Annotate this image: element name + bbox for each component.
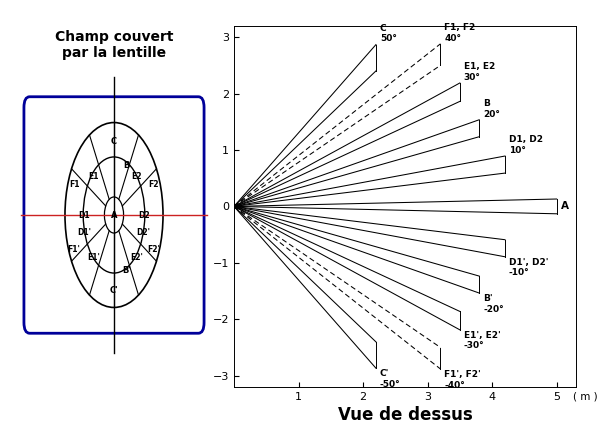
Text: F2: F2	[149, 181, 159, 189]
Text: D2: D2	[138, 211, 149, 219]
Text: B
20°: B 20°	[483, 99, 500, 119]
Polygon shape	[234, 83, 460, 206]
Polygon shape	[234, 206, 376, 368]
Text: A: A	[560, 201, 569, 212]
Text: D2': D2'	[137, 228, 151, 236]
FancyBboxPatch shape	[24, 97, 204, 333]
Text: Champ couvert
par la lentille: Champ couvert par la lentille	[55, 30, 173, 60]
Text: F1: F1	[69, 181, 79, 189]
Text: C': C'	[110, 286, 118, 295]
Text: D1, D2
10°: D1, D2 10°	[509, 135, 543, 155]
Text: B': B'	[122, 267, 131, 275]
Text: E1', E2'
-30°: E1', E2' -30°	[464, 331, 500, 350]
Text: A: A	[111, 211, 117, 219]
Text: E2': E2'	[130, 254, 143, 262]
Text: B: B	[124, 161, 130, 170]
Text: ( m ): ( m )	[573, 391, 598, 401]
Text: E1, E2
30°: E1, E2 30°	[464, 62, 495, 82]
Polygon shape	[234, 156, 505, 206]
Text: F1, F2
40°: F1, F2 40°	[445, 23, 476, 43]
Text: C: C	[111, 138, 117, 146]
Text: D1': D1'	[77, 228, 91, 236]
Polygon shape	[234, 206, 479, 293]
Text: E1: E1	[88, 172, 99, 181]
Text: D1: D1	[79, 211, 90, 219]
Polygon shape	[234, 44, 440, 206]
Text: B'
-20°: B' -20°	[483, 294, 504, 313]
Text: F1', F2'
-40°: F1', F2' -40°	[445, 370, 481, 390]
Text: C
50°: C 50°	[380, 24, 397, 43]
Text: E2: E2	[131, 172, 142, 181]
Text: F1': F1'	[68, 245, 80, 254]
Text: C'
-50°: C' -50°	[380, 369, 400, 389]
Text: F2': F2'	[148, 245, 160, 254]
Text: D1', D2'
-10°: D1', D2' -10°	[509, 258, 548, 277]
Polygon shape	[234, 206, 460, 330]
Polygon shape	[234, 45, 376, 206]
X-axis label: Vue de dessus: Vue de dessus	[338, 406, 472, 424]
Polygon shape	[234, 206, 440, 369]
Polygon shape	[234, 120, 479, 206]
Text: E1': E1'	[87, 254, 100, 262]
Polygon shape	[234, 199, 557, 214]
Polygon shape	[234, 206, 505, 257]
